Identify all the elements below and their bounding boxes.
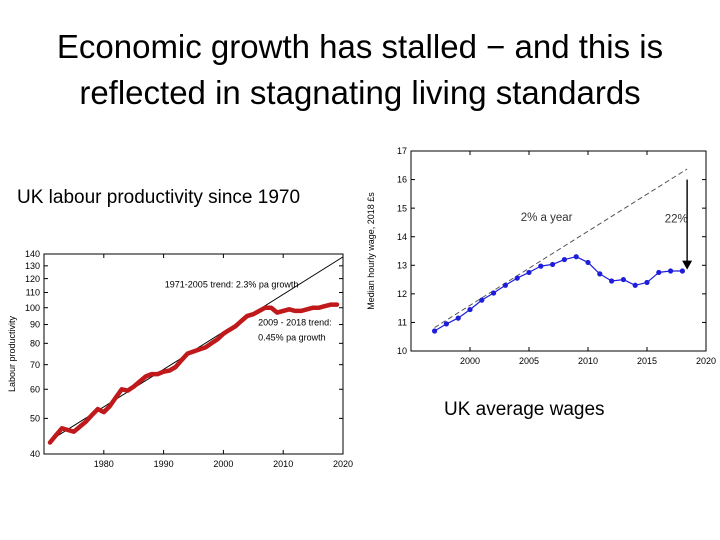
data-point — [656, 269, 662, 276]
y-tick-label: 60 — [30, 384, 40, 394]
y-tick-label: 70 — [30, 360, 40, 370]
x-tick-label: 1980 — [94, 459, 114, 469]
annotation: 1971-2005 trend: 2.3% pa growth — [165, 280, 299, 290]
data-point — [609, 278, 615, 284]
y-tick-label: 13 — [397, 260, 407, 270]
data-point — [632, 282, 638, 288]
wages-chart: 2000 2005 2010 2015 2020 10 11 12 13 14 15 16 17 Medi… — [366, 146, 716, 366]
data-point — [514, 275, 520, 281]
data-point — [432, 328, 438, 334]
annotation: 22% — [665, 213, 688, 225]
data-point — [597, 271, 603, 277]
annotation: 0.45% pa growth — [258, 332, 326, 342]
y-axis-label: Median hourly wage, 2018 £s — [366, 192, 376, 310]
title-line-1: Economic growth has stalled − and this i… — [56, 28, 664, 65]
data-series-line — [433, 256, 683, 332]
y-tick-label: 50 — [30, 414, 40, 424]
x-tick-label: 2010 — [578, 356, 598, 366]
data-point — [573, 254, 579, 260]
data-point — [479, 297, 485, 303]
annotation: 2% a year — [521, 212, 573, 224]
y-tick-label: 120 — [25, 274, 40, 284]
data-point — [538, 263, 544, 269]
y-tick-label: 110 — [26, 288, 40, 298]
y-axis-label: Labour productivity — [7, 315, 17, 392]
data-point — [561, 256, 567, 263]
data-point — [679, 268, 685, 274]
wages-chart-caption: UK average wages — [444, 399, 605, 420]
y-tick-label: 15 — [397, 203, 407, 213]
x-tick-label: 2010 — [273, 459, 293, 469]
y-tick-label: 16 — [397, 175, 407, 185]
data-point — [668, 268, 674, 274]
x-tick-label: 2020 — [696, 356, 716, 366]
productivity-chart: 1980 1990 2000 2010 2020 40 50 60 70 80 90 100 110 12… — [7, 249, 353, 469]
y-tick-label: 140 — [25, 249, 40, 259]
y-tick-label: 100 — [25, 303, 40, 313]
y-tick-label: 130 — [25, 261, 40, 271]
y-tick-label: 17 — [397, 146, 407, 156]
y-tick-label: 80 — [30, 338, 40, 348]
annotation: 2009 - 2018 trend: — [258, 317, 332, 327]
data-point — [644, 279, 650, 286]
trend-line — [434, 168, 688, 328]
data-point — [550, 261, 556, 268]
data-point — [443, 321, 449, 327]
data-point — [585, 259, 591, 266]
plot-frame — [43, 253, 344, 455]
data-point — [467, 306, 473, 313]
data-point — [455, 315, 461, 321]
x-tick-label: 2015 — [637, 356, 657, 366]
y-tick-label: 10 — [397, 346, 407, 356]
x-tick-label: 1990 — [154, 459, 174, 469]
x-tick-label: 2000 — [460, 356, 480, 366]
y-tick-label: 11 — [398, 318, 407, 328]
x-tick-label: 2000 — [213, 459, 233, 469]
plot-frame — [410, 150, 707, 352]
data-point — [491, 290, 497, 296]
y-tick-label: 90 — [30, 320, 40, 330]
x-tick-label: 2020 — [333, 459, 353, 469]
drop-arrow-head — [682, 260, 693, 270]
data-point — [526, 269, 532, 276]
slide-title: Economic growth has stalled − and this i… — [10, 24, 710, 116]
data-series-line — [47, 302, 340, 445]
x-tick-label: 2005 — [519, 356, 539, 366]
title-line-2: reflected in stagnating living standards — [79, 74, 641, 111]
y-tick-label: 14 — [397, 232, 407, 242]
y-tick-label: 40 — [30, 449, 40, 459]
data-point — [502, 282, 508, 288]
productivity-chart-caption: UK labour productivity since 1970 — [17, 187, 301, 208]
y-tick-label: 12 — [397, 289, 407, 299]
data-point — [620, 276, 626, 283]
